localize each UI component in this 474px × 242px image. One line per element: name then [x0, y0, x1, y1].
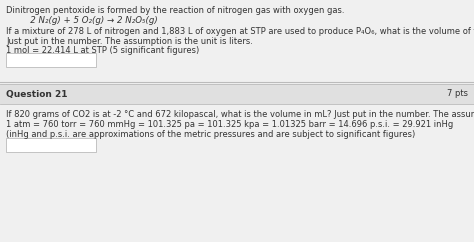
Text: If 820 grams of CO2 is at -2 °C and 672 kilopascal, what is the volume in mL? Ju: If 820 grams of CO2 is at -2 °C and 672 … [6, 110, 474, 119]
Text: If a mixture of 278 L of nitrogen and 1,883 L of oxygen at STP are used to produ: If a mixture of 278 L of nitrogen and 1,… [6, 27, 474, 36]
Text: Just put in the number. The assumption is the unit is liters.: Just put in the number. The assumption i… [6, 37, 253, 46]
Text: (inHg and p.s.i. are approximations of the metric pressures and are subject to s: (inHg and p.s.i. are approximations of t… [6, 130, 415, 139]
Text: Dinitrogen pentoxide is formed by the reaction of nitrogen gas with oxygen gas.: Dinitrogen pentoxide is formed by the re… [6, 6, 345, 15]
FancyBboxPatch shape [6, 53, 96, 67]
FancyBboxPatch shape [6, 138, 96, 152]
FancyBboxPatch shape [0, 84, 474, 104]
Text: 1 atm = 760 torr = 760 mmHg = 101.325 pa = 101.325 kpa = 1.01325 barr = 14.696 p: 1 atm = 760 torr = 760 mmHg = 101.325 pa… [6, 120, 453, 129]
Text: Question 21: Question 21 [6, 90, 67, 98]
Text: 7 pts: 7 pts [447, 90, 468, 98]
Text: 2 N₂(g) + 5 O₂(g) → 2 N₂O₅(g): 2 N₂(g) + 5 O₂(g) → 2 N₂O₅(g) [22, 16, 158, 25]
Text: 1 mol = 22.414 L at STP (5 significant figures): 1 mol = 22.414 L at STP (5 significant f… [6, 46, 199, 55]
